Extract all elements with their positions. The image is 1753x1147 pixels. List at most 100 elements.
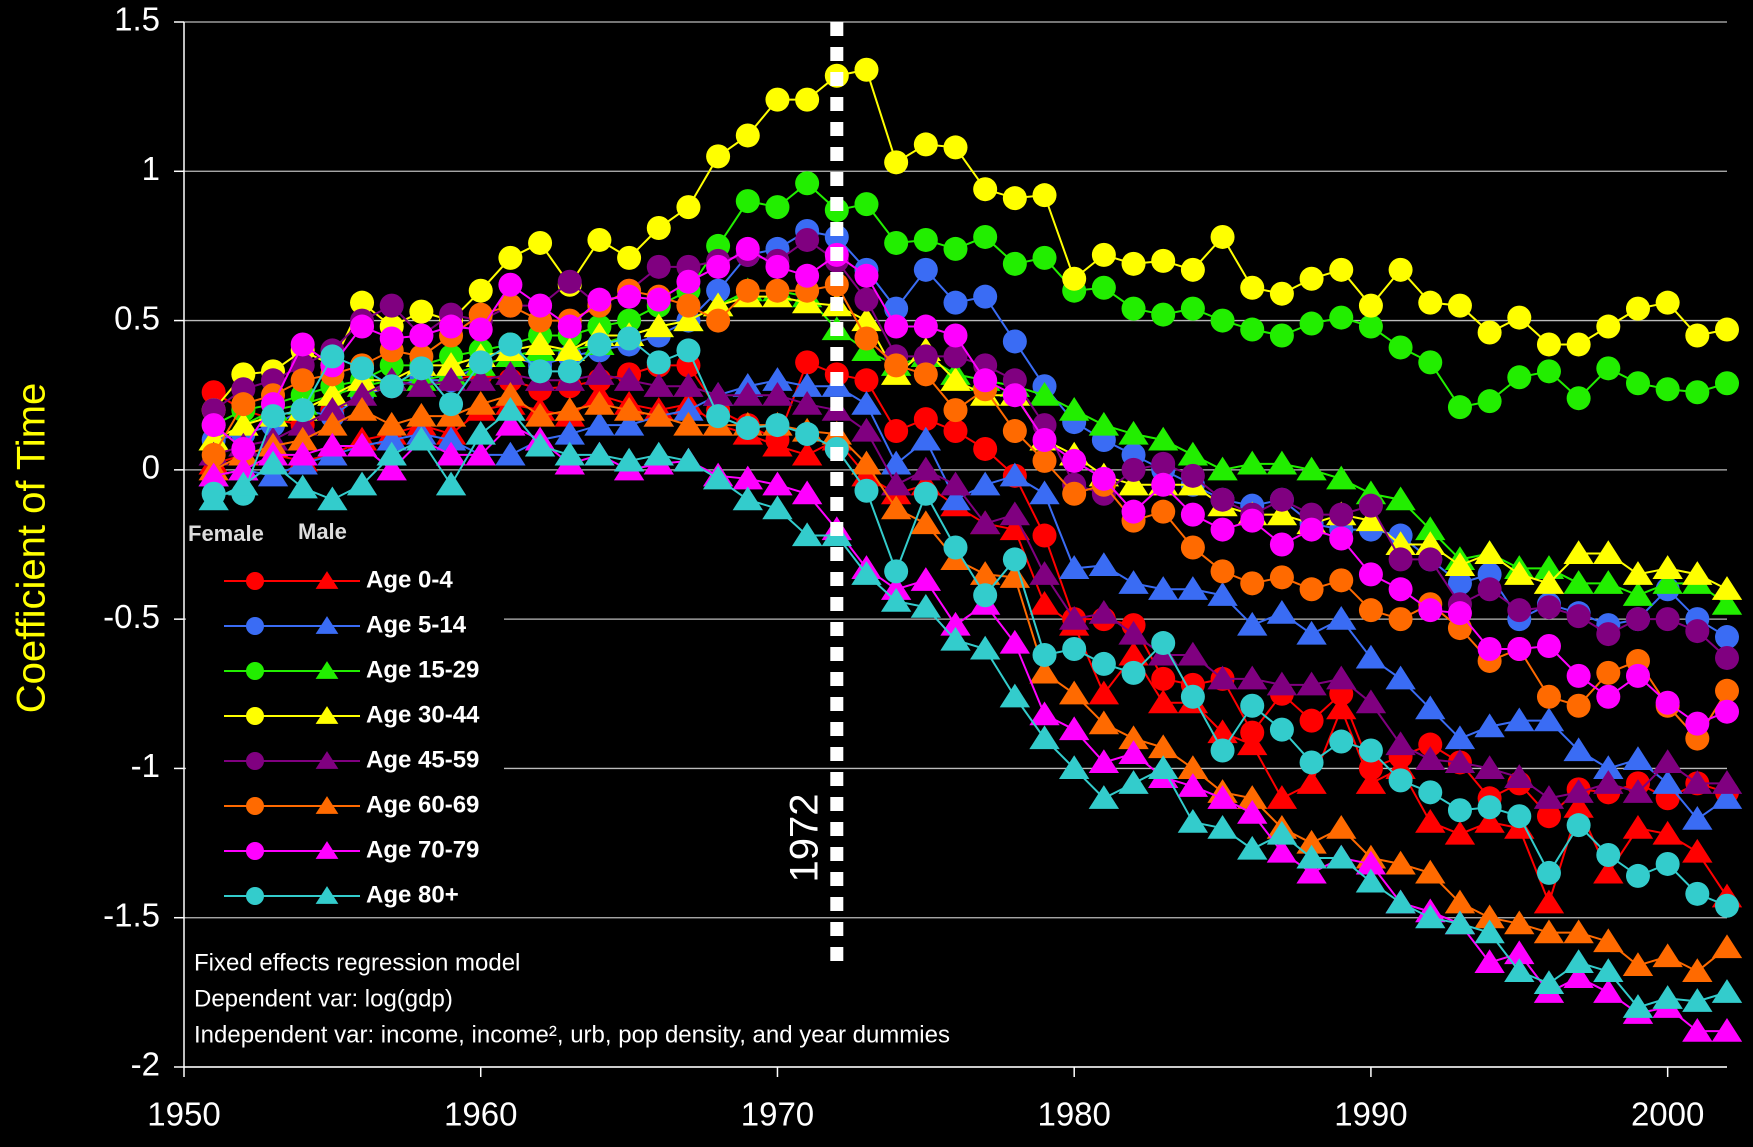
point xyxy=(257,450,289,475)
point xyxy=(587,332,612,357)
point xyxy=(762,495,793,520)
point xyxy=(376,456,407,481)
point xyxy=(1237,611,1268,636)
point xyxy=(613,396,645,421)
point xyxy=(524,331,556,356)
point xyxy=(762,382,793,406)
point xyxy=(1563,570,1594,594)
point xyxy=(1563,919,1594,944)
point xyxy=(1711,576,1743,600)
point xyxy=(246,662,264,680)
point xyxy=(1593,770,1624,794)
point xyxy=(1596,660,1621,685)
point xyxy=(1329,502,1354,527)
point xyxy=(1002,383,1027,408)
point xyxy=(1121,457,1146,482)
point xyxy=(1593,540,1624,565)
point xyxy=(1266,785,1298,809)
point xyxy=(1269,717,1294,742)
point xyxy=(1596,843,1621,868)
point xyxy=(246,842,264,860)
point xyxy=(1177,641,1209,666)
point xyxy=(1358,738,1383,763)
point xyxy=(795,263,820,288)
point xyxy=(1029,561,1060,585)
point xyxy=(973,583,998,608)
point xyxy=(973,436,998,461)
point xyxy=(613,367,645,391)
point xyxy=(676,269,701,294)
point xyxy=(1237,835,1268,860)
point xyxy=(1240,508,1265,533)
point xyxy=(706,254,731,279)
point xyxy=(1151,499,1176,524)
point xyxy=(1177,808,1209,833)
point xyxy=(1329,526,1354,551)
point xyxy=(884,353,909,378)
point xyxy=(1593,958,1624,983)
point xyxy=(673,396,704,421)
point xyxy=(350,290,375,315)
point xyxy=(465,390,496,415)
x-tick-label: 1950 xyxy=(147,1096,220,1133)
note: Dependent var: log(gdp) xyxy=(194,985,453,1012)
point xyxy=(1355,868,1387,893)
point xyxy=(1299,577,1324,602)
point xyxy=(1533,785,1565,809)
point xyxy=(884,314,909,339)
point xyxy=(943,344,968,369)
point xyxy=(198,426,229,451)
point xyxy=(1002,186,1027,211)
point xyxy=(910,567,942,591)
point xyxy=(880,450,912,475)
point xyxy=(791,480,823,505)
point xyxy=(1118,725,1149,750)
point xyxy=(317,486,348,511)
point xyxy=(315,751,339,769)
series-line xyxy=(213,337,1728,907)
point xyxy=(910,594,942,618)
point xyxy=(315,841,339,859)
point xyxy=(1385,531,1416,556)
point xyxy=(315,571,339,589)
point xyxy=(1388,768,1413,793)
point xyxy=(999,501,1031,526)
point xyxy=(317,411,348,436)
point xyxy=(1625,863,1650,888)
point xyxy=(1237,800,1268,824)
point xyxy=(1358,756,1383,781)
point xyxy=(1088,552,1120,576)
point xyxy=(346,382,378,406)
point xyxy=(1032,448,1057,473)
point xyxy=(1593,570,1624,594)
point xyxy=(350,356,375,381)
y-tick-label: -0.5 xyxy=(103,598,160,635)
point xyxy=(1326,844,1357,869)
point xyxy=(1652,749,1683,774)
point xyxy=(1533,919,1565,944)
point xyxy=(1474,904,1505,929)
point xyxy=(643,373,674,397)
point xyxy=(1029,659,1060,684)
point xyxy=(1118,471,1149,496)
point xyxy=(1504,958,1535,983)
point xyxy=(913,227,938,252)
point xyxy=(406,402,437,427)
point xyxy=(1355,770,1387,794)
point xyxy=(1415,531,1446,556)
point xyxy=(1715,699,1739,724)
point xyxy=(617,284,642,309)
point xyxy=(495,441,526,466)
point xyxy=(1296,671,1327,696)
point xyxy=(1711,591,1743,615)
point xyxy=(498,332,523,357)
point xyxy=(1563,794,1594,818)
point xyxy=(498,272,523,297)
point xyxy=(913,314,938,339)
legend-label: Age 5-14 xyxy=(366,611,467,638)
point xyxy=(1269,487,1294,512)
point xyxy=(246,707,264,725)
point xyxy=(1180,684,1205,709)
point xyxy=(1207,456,1238,481)
point xyxy=(1444,910,1476,935)
